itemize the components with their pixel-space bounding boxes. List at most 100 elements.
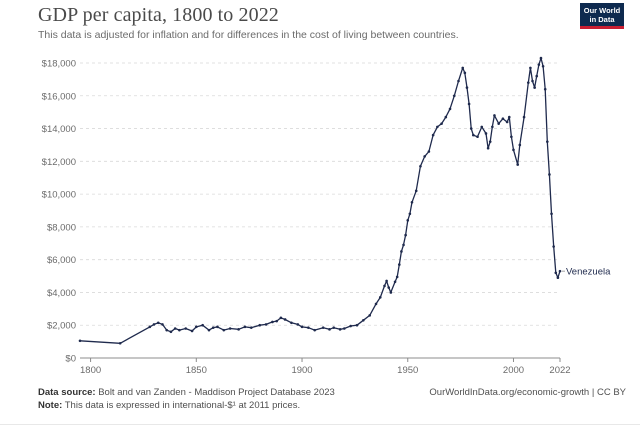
logo-line-1: Our World <box>583 6 621 15</box>
footer-note: Note: This data is expressed in internat… <box>38 400 300 411</box>
data-point <box>207 328 211 332</box>
data-point <box>243 325 247 329</box>
y-tick-label: $2,000 <box>47 321 76 332</box>
data-point <box>516 163 520 166</box>
data-point <box>156 321 160 325</box>
data-point <box>535 74 539 78</box>
y-tick-label: $0 <box>65 354 76 365</box>
data-point <box>512 148 515 152</box>
data-point <box>264 323 268 326</box>
data-point <box>397 263 401 266</box>
data-point <box>531 79 534 83</box>
data-point <box>469 127 473 130</box>
data-point <box>436 125 439 129</box>
data-point <box>526 81 530 84</box>
data-point <box>539 56 543 60</box>
data-point <box>349 324 352 328</box>
data-point <box>427 150 431 153</box>
data-point <box>533 86 536 89</box>
data-point <box>194 325 198 329</box>
data-point <box>169 330 173 334</box>
y-tick-label: $10,000 <box>42 190 76 201</box>
x-tick-label: 1800 <box>80 365 101 376</box>
divider <box>0 424 640 425</box>
owid-logo[interactable]: Our World in Data <box>580 3 624 29</box>
x-tick-label: 1850 <box>186 365 207 376</box>
data-point <box>222 328 226 332</box>
data-point <box>491 125 494 129</box>
data-point <box>307 326 310 329</box>
data-point <box>173 327 177 330</box>
data-point <box>467 102 471 106</box>
data-point <box>387 286 391 289</box>
data-point <box>510 135 513 139</box>
chart-title: GDP per capita, 1800 to 2022 <box>38 4 279 26</box>
data-point <box>283 318 287 321</box>
data-point <box>178 328 181 332</box>
data-point <box>558 269 562 273</box>
data-point <box>338 328 342 331</box>
x-tick-label: 2000 <box>503 365 524 376</box>
data-point <box>552 245 555 248</box>
y-tick-label: $18,000 <box>42 59 76 70</box>
logo-line-2: in Data <box>589 15 615 24</box>
data-point <box>543 87 547 91</box>
data-point <box>362 319 365 322</box>
data-point <box>165 328 168 332</box>
data-point <box>507 115 511 119</box>
source-text: Bolt and van Zanden - Maddison Project D… <box>98 387 335 398</box>
chart-subtitle: This data is adjusted for inflation and … <box>38 29 459 41</box>
data-point <box>374 302 378 306</box>
data-point <box>258 323 262 327</box>
data-point <box>393 280 397 284</box>
data-point <box>497 122 500 125</box>
logo-accent-bar <box>580 26 624 29</box>
data-point <box>78 339 82 343</box>
data-point <box>472 133 475 137</box>
data-point <box>385 279 388 283</box>
data-point <box>452 94 456 98</box>
data-point <box>118 341 122 345</box>
y-tick-label: $16,000 <box>42 91 76 102</box>
data-point <box>488 140 492 143</box>
source-link[interactable]: OurWorldInData.org/economic-growth | CC … <box>429 387 626 398</box>
data-point <box>457 79 460 83</box>
data-point <box>402 243 405 247</box>
footer-source: Data source: Bolt and van Zanden - Maddi… <box>38 387 335 398</box>
data-point <box>529 66 532 70</box>
data-point <box>368 314 371 317</box>
y-tick-label: $8,000 <box>47 222 76 233</box>
data-point <box>410 201 414 204</box>
data-point <box>378 296 382 299</box>
data-point <box>190 329 194 333</box>
data-point <box>275 319 278 323</box>
data-point <box>518 143 522 147</box>
data-point <box>271 320 274 324</box>
data-point <box>448 107 452 111</box>
data-point <box>290 321 293 325</box>
data-point <box>537 63 541 66</box>
data-point <box>152 323 156 326</box>
data-point <box>465 86 469 89</box>
data-point <box>505 120 509 124</box>
data-point <box>463 71 467 75</box>
data-point <box>249 326 253 329</box>
series-line <box>79 57 561 344</box>
data-point <box>296 323 300 326</box>
data-point <box>148 325 152 329</box>
line-chart: $0 $2,000 $4,000 $6,000 $8,000 $10,000 $12,000… <box>42 56 611 376</box>
data-point <box>414 189 418 193</box>
data-point <box>343 327 346 330</box>
data-point <box>216 325 219 329</box>
data-point <box>546 140 549 143</box>
data-point <box>279 316 283 320</box>
data-point <box>184 327 188 330</box>
data-point <box>404 233 407 237</box>
data-point <box>486 146 490 150</box>
data-point <box>161 323 164 326</box>
data-point <box>406 219 410 222</box>
data-point <box>541 64 545 68</box>
data-point <box>383 284 386 288</box>
data-point <box>228 327 232 330</box>
data-point <box>328 328 331 331</box>
